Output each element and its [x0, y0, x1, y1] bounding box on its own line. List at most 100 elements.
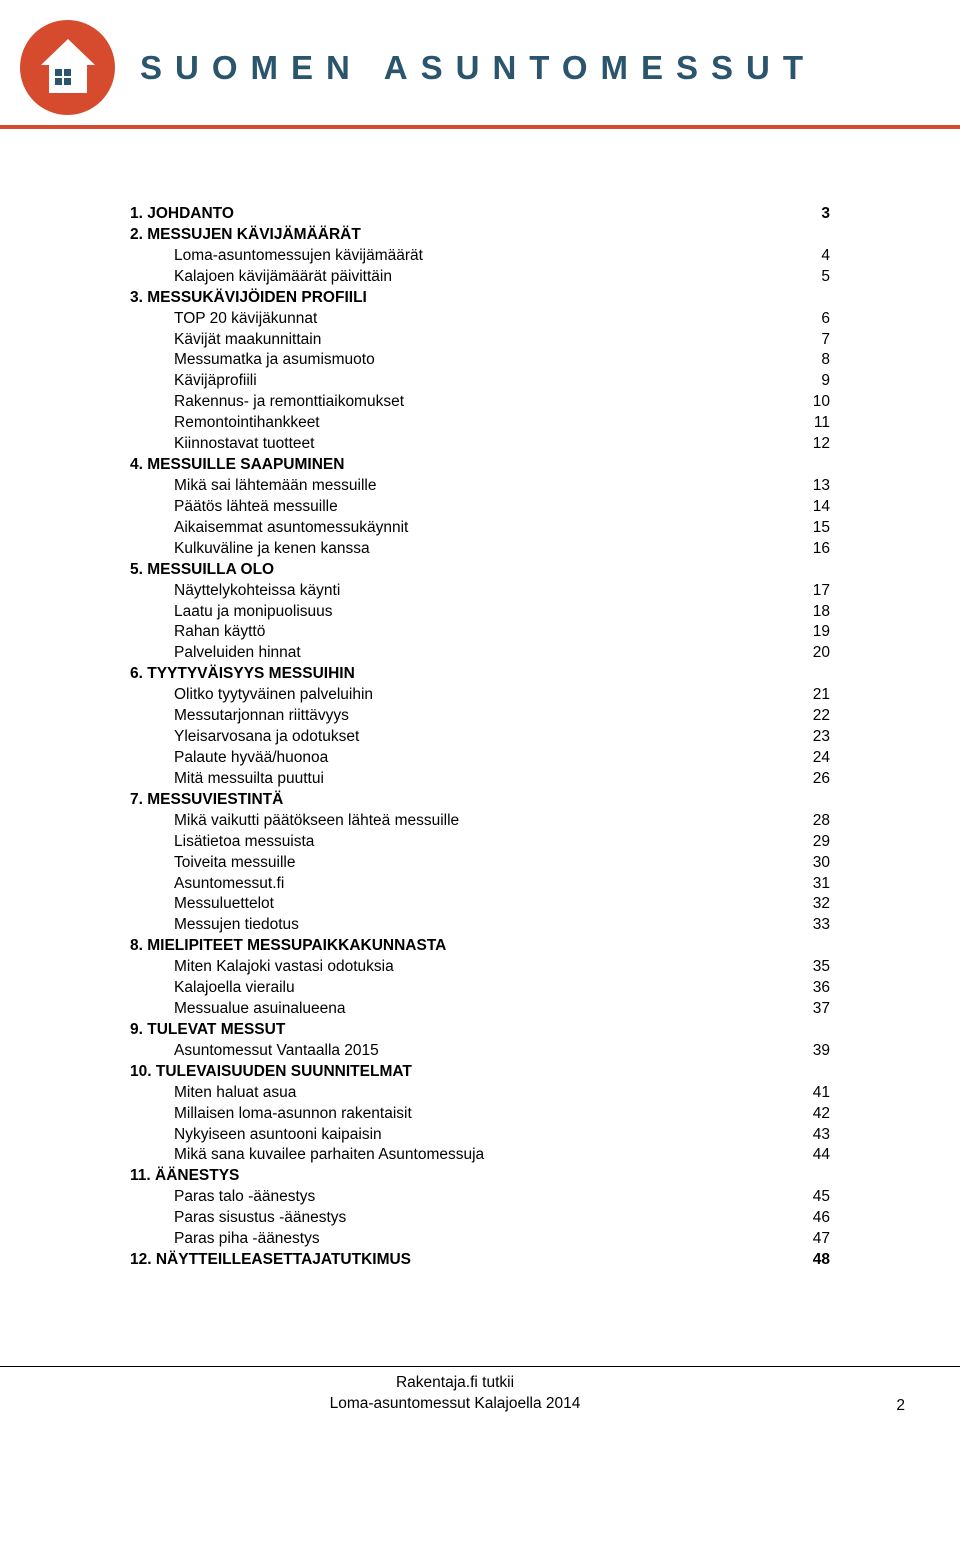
toc-heading-label: 12. NÄYTTEILLEASETTAJATUTKIMUS [130, 1250, 411, 1271]
toc-entry: Palaute hyvää/huonoa24 [130, 748, 830, 769]
house-icon [33, 33, 103, 103]
toc-entry: Messumatka ja asumismuoto8 [130, 350, 830, 371]
toc-entry-page: 44 [803, 1145, 830, 1166]
toc-entry-page: 31 [803, 874, 830, 895]
toc-section-heading: 2. MESSUJEN KÄVIJÄMÄÄRÄT [130, 225, 830, 246]
toc-entry: Loma-asuntomessujen kävijämäärät4 [130, 246, 830, 267]
toc-entry-label: Millaisen loma-asunnon rakentaisit [174, 1104, 803, 1125]
toc-heading-label: 1. JOHDANTO [130, 204, 234, 225]
toc-entry-page: 39 [803, 1041, 830, 1062]
toc-entry-label: Mikä vaikutti päätökseen lähteä messuill… [174, 811, 803, 832]
toc-entry: Kulkuväline ja kenen kanssa16 [130, 539, 830, 560]
toc-entry: Yleisarvosana ja odotukset23 [130, 727, 830, 748]
toc-entry-label: Kävijät maakunnittain [174, 330, 811, 351]
toc-entry: Kalajoella vierailu36 [130, 978, 830, 999]
toc-entry-label: Asuntomessut Vantaalla 2015 [174, 1041, 803, 1062]
toc-entry-label: Kiinnostavat tuotteet [174, 434, 803, 455]
toc-entry-label: Nykyiseen asuntooni kaipaisin [174, 1125, 803, 1146]
toc-entry-page: 33 [803, 915, 830, 936]
toc-entry-label: Olitko tyytyväinen palveluihin [174, 685, 803, 706]
toc-entry-page: 19 [803, 622, 830, 643]
toc-entry: Millaisen loma-asunnon rakentaisit42 [130, 1104, 830, 1125]
toc-entry: Palveluiden hinnat20 [130, 643, 830, 664]
toc-entry-label: Paras piha -äänestys [174, 1229, 803, 1250]
toc-entry-page: 23 [803, 727, 830, 748]
toc-entry: Rakennus- ja remonttiaikomukset10 [130, 392, 830, 413]
toc-entry-label: Näyttelykohteissa käynti [174, 581, 803, 602]
toc-entry: Paras talo -äänestys45 [130, 1187, 830, 1208]
toc-entry-page: 35 [803, 957, 830, 978]
toc-entry-page: 45 [803, 1187, 830, 1208]
toc-entry-page: 5 [811, 267, 830, 288]
toc-entry-label: Paras sisustus -äänestys [174, 1208, 803, 1229]
toc-entry-label: Kalajoella vierailu [174, 978, 803, 999]
toc-entry: TOP 20 kävijäkunnat6 [130, 309, 830, 330]
toc-entry: Asuntomessut.fi31 [130, 874, 830, 895]
brand-title: SUOMEN ASUNTOMESSUT [140, 49, 816, 87]
toc-entry-label: Kävijäprofiili [174, 371, 811, 392]
toc-heading-page: 48 [813, 1250, 830, 1271]
toc-entry-label: Remontointihankkeet [174, 413, 804, 434]
toc-entry-label: Messuluettelot [174, 894, 803, 915]
toc-entry: Messualue asuinalueena37 [130, 999, 830, 1020]
toc-entry-page: 15 [803, 518, 830, 539]
toc-entry-page: 8 [811, 350, 830, 371]
toc-entry-label: Rahan käyttö [174, 622, 803, 643]
toc-entry: Remontointihankkeet11 [130, 413, 830, 434]
toc-entry-page: 14 [803, 497, 830, 518]
toc-entry-label: Palveluiden hinnat [174, 643, 803, 664]
toc-entry: Lisätietoa messuista29 [130, 832, 830, 853]
toc-entry-label: Kalajoen kävijämäärät päivittäin [174, 267, 811, 288]
toc-entry-page: 43 [803, 1125, 830, 1146]
toc-entry-page: 18 [803, 602, 830, 623]
toc-section-heading: 10. TULEVAISUUDEN SUUNNITELMAT [130, 1062, 830, 1083]
toc-section-heading: 12. NÄYTTEILLEASETTAJATUTKIMUS 48 [130, 1250, 830, 1271]
toc-entry: Messujen tiedotus33 [130, 915, 830, 936]
toc-entry-label: Messumatka ja asumismuoto [174, 350, 811, 371]
toc-entry: Kiinnostavat tuotteet12 [130, 434, 830, 455]
toc-entry: Laatu ja monipuolisuus18 [130, 602, 830, 623]
toc-entry-page: 11 [804, 413, 830, 434]
toc-content: 1. JOHDANTO32. MESSUJEN KÄVIJÄMÄÄRÄTLoma… [0, 129, 960, 1311]
toc-entry: Mikä sana kuvailee parhaiten Asuntomessu… [130, 1145, 830, 1166]
logo-circle [20, 20, 115, 115]
toc-entry: Mikä sai lähtemään messuille13 [130, 476, 830, 497]
toc-entry-page: 29 [803, 832, 830, 853]
footer-line-1: Rakentaja.fi tutkii [0, 1373, 910, 1394]
toc-entry: Toiveita messuille30 [130, 853, 830, 874]
toc-entry: Olitko tyytyväinen palveluihin21 [130, 685, 830, 706]
toc-entry-page: 10 [803, 392, 830, 413]
toc-entry-label: Paras talo -äänestys [174, 1187, 803, 1208]
toc-entry-page: 42 [803, 1104, 830, 1125]
page-header: SUOMEN ASUNTOMESSUT [0, 0, 960, 129]
toc-entry: Nykyiseen asuntooni kaipaisin43 [130, 1125, 830, 1146]
toc-entry-page: 7 [811, 330, 830, 351]
toc-entry: Miten Kalajoki vastasi odotuksia35 [130, 957, 830, 978]
toc-entry-label: Miten haluat asua [174, 1083, 803, 1104]
toc-entry-label: Toiveita messuille [174, 853, 803, 874]
toc-entry-label: Messualue asuinalueena [174, 999, 803, 1020]
toc-entry-label: Messutarjonnan riittävyys [174, 706, 803, 727]
toc-entry-page: 46 [803, 1208, 830, 1229]
toc-entry: Aikaisemmat asuntomessukäynnit15 [130, 518, 830, 539]
toc-entry: Mitä messuilta puuttui26 [130, 769, 830, 790]
toc-entry-page: 24 [803, 748, 830, 769]
toc-entry: Messutarjonnan riittävyys22 [130, 706, 830, 727]
toc-entry: Messuluettelot32 [130, 894, 830, 915]
toc-entry-page: 41 [803, 1083, 830, 1104]
toc-entry-page: 13 [803, 476, 830, 497]
toc-section-heading: 11. ÄÄNESTYS [130, 1166, 830, 1187]
toc-entry-page: 32 [803, 894, 830, 915]
toc-entry-page: 9 [811, 371, 830, 392]
toc-section-heading: 7. MESSUVIESTINTÄ [130, 790, 830, 811]
toc-entry: Kalajoen kävijämäärät päivittäin5 [130, 267, 830, 288]
toc-entry-label: Asuntomessut.fi [174, 874, 803, 895]
toc-entry-page: 21 [803, 685, 830, 706]
toc-entry-page: 26 [803, 769, 830, 790]
footer-page-number: 2 [896, 1397, 905, 1415]
toc-entry-label: Messujen tiedotus [174, 915, 803, 936]
toc-entry-label: Aikaisemmat asuntomessukäynnit [174, 518, 803, 539]
toc-entry-page: 47 [803, 1229, 830, 1250]
toc-entry-page: 17 [803, 581, 830, 602]
toc-section-heading: 6. TYYTYVÄISYYS MESSUIHIN [130, 664, 830, 685]
